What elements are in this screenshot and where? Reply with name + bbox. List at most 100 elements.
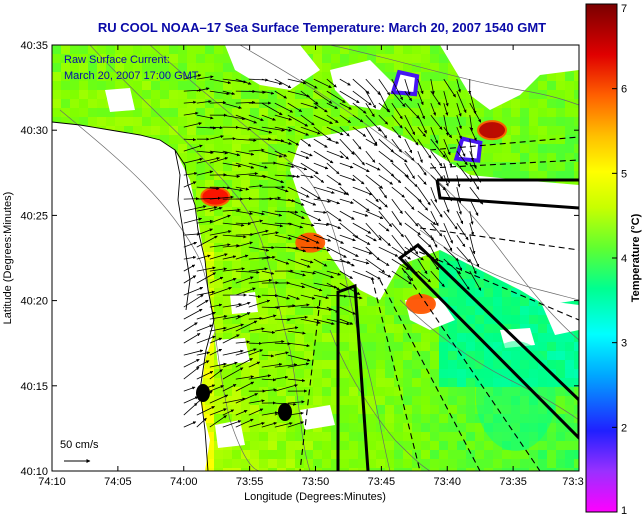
- sst-cell: [79, 45, 89, 55]
- current-vector: [287, 362, 310, 368]
- sst-cell: [457, 90, 467, 100]
- sst-cell: [250, 459, 260, 469]
- sst-cell: [340, 108, 350, 118]
- current-vector: [378, 186, 388, 199]
- sst-cell: [52, 63, 62, 73]
- sst-cell: [574, 90, 579, 100]
- sst-cell: [439, 288, 449, 298]
- current-vector: [248, 316, 263, 321]
- sst-cell: [367, 342, 377, 352]
- sst-cell: [367, 360, 377, 370]
- sst-cell: [340, 315, 350, 325]
- current-vector: [313, 102, 328, 113]
- sst-cell: [466, 162, 476, 172]
- sst-cell: [367, 387, 377, 397]
- sst-cell: [403, 54, 413, 64]
- sst-cell: [574, 378, 579, 388]
- sst-cell: [565, 297, 575, 307]
- sst-cell: [385, 117, 395, 127]
- sst-cell: [349, 396, 359, 406]
- current-vector: [365, 102, 375, 118]
- sst-cell: [457, 297, 467, 307]
- sst-cell: [313, 306, 323, 316]
- sst-cell: [295, 333, 305, 343]
- sst-cell: [475, 306, 485, 316]
- sst-cell: [520, 459, 530, 469]
- sst-cell: [484, 468, 494, 471]
- sst-cell: [313, 342, 323, 352]
- current-vector: [274, 126, 292, 132]
- sst-cell: [394, 450, 404, 460]
- sst-cell: [322, 117, 332, 127]
- sst-cell: [511, 324, 521, 334]
- current-vector: [235, 197, 253, 201]
- current-vector: [235, 126, 251, 131]
- current-vector: [365, 90, 376, 109]
- sst-cell: [79, 117, 89, 127]
- current-vector: [183, 100, 197, 104]
- sst-cell: [439, 90, 449, 100]
- sst-cell: [322, 63, 332, 73]
- sst-cell: [241, 261, 251, 271]
- sst-cell: [448, 288, 458, 298]
- sst-cell: [232, 153, 242, 163]
- sst-cell: [349, 288, 359, 298]
- current-vector: [313, 294, 329, 300]
- sst-cell: [448, 333, 458, 343]
- current-vector: [313, 90, 333, 104]
- sst-cell: [214, 243, 224, 253]
- sst-cell: [358, 432, 368, 442]
- sst-cell: [169, 54, 179, 64]
- sst-cell: [403, 63, 413, 73]
- current-vector: [443, 234, 453, 252]
- sst-cell: [259, 180, 269, 190]
- sst-cell: [160, 72, 170, 82]
- sst-cell: [520, 315, 530, 325]
- sst-cell: [250, 333, 260, 343]
- sst-cell: [511, 450, 521, 460]
- sst-cell: [403, 450, 413, 460]
- current-vector: [235, 375, 255, 380]
- current-vector: [261, 196, 281, 200]
- current-vector: [391, 78, 403, 101]
- sst-cell: [304, 225, 314, 235]
- sst-cell: [538, 117, 548, 127]
- sst-cell: [502, 117, 512, 127]
- sst-cell: [502, 306, 512, 316]
- sst-cell: [475, 441, 485, 451]
- sst-cell: [52, 117, 62, 127]
- sst-cell: [187, 45, 197, 55]
- sst-cell: [430, 396, 440, 406]
- sst-cell: [232, 369, 242, 379]
- current-vector: [235, 210, 253, 216]
- sst-cell: [259, 189, 269, 199]
- sst-cell: [412, 342, 422, 352]
- sst-cell: [61, 90, 71, 100]
- current-vector: [287, 315, 308, 320]
- sst-cell: [430, 270, 440, 280]
- sst-cell: [295, 81, 305, 91]
- sst-cell: [412, 369, 422, 379]
- sst-cell: [61, 117, 71, 127]
- sst-cell: [565, 450, 575, 460]
- sst-cell: [457, 468, 467, 471]
- sst-cell: [313, 324, 323, 334]
- sst-cell: [277, 396, 287, 406]
- sst-cell: [412, 63, 422, 73]
- sst-cell: [286, 333, 296, 343]
- sst-cell: [97, 81, 107, 91]
- current-vector: [287, 378, 306, 383]
- current-vector: [261, 421, 278, 428]
- sst-cell: [475, 297, 485, 307]
- current-vector: [261, 114, 276, 121]
- sst-cell: [385, 423, 395, 433]
- sst-cell: [421, 333, 431, 343]
- sst-cell: [556, 441, 566, 451]
- current-vector: [300, 114, 315, 126]
- sst-cell: [79, 63, 89, 73]
- sst-cell: [277, 153, 287, 163]
- sst-cell: [268, 342, 278, 352]
- current-vector: [274, 326, 299, 332]
- sst-cell: [475, 99, 485, 109]
- sst-cell: [538, 441, 548, 451]
